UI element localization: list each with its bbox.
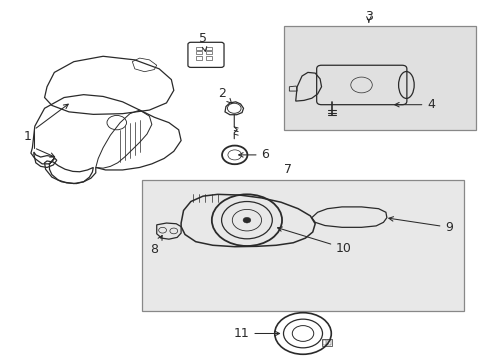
Text: 7: 7 (284, 163, 292, 176)
Text: 9: 9 (388, 217, 452, 234)
Text: 8: 8 (150, 235, 162, 256)
FancyBboxPatch shape (142, 180, 463, 311)
Text: 4: 4 (394, 98, 434, 111)
Text: 5: 5 (199, 32, 206, 51)
Text: 1: 1 (23, 130, 31, 144)
Text: 6: 6 (238, 148, 269, 161)
Text: 2: 2 (218, 87, 231, 103)
FancyBboxPatch shape (283, 26, 475, 130)
Text: 10: 10 (277, 227, 351, 255)
Circle shape (243, 217, 250, 223)
Text: 3: 3 (364, 10, 372, 23)
Text: 11: 11 (233, 327, 279, 340)
